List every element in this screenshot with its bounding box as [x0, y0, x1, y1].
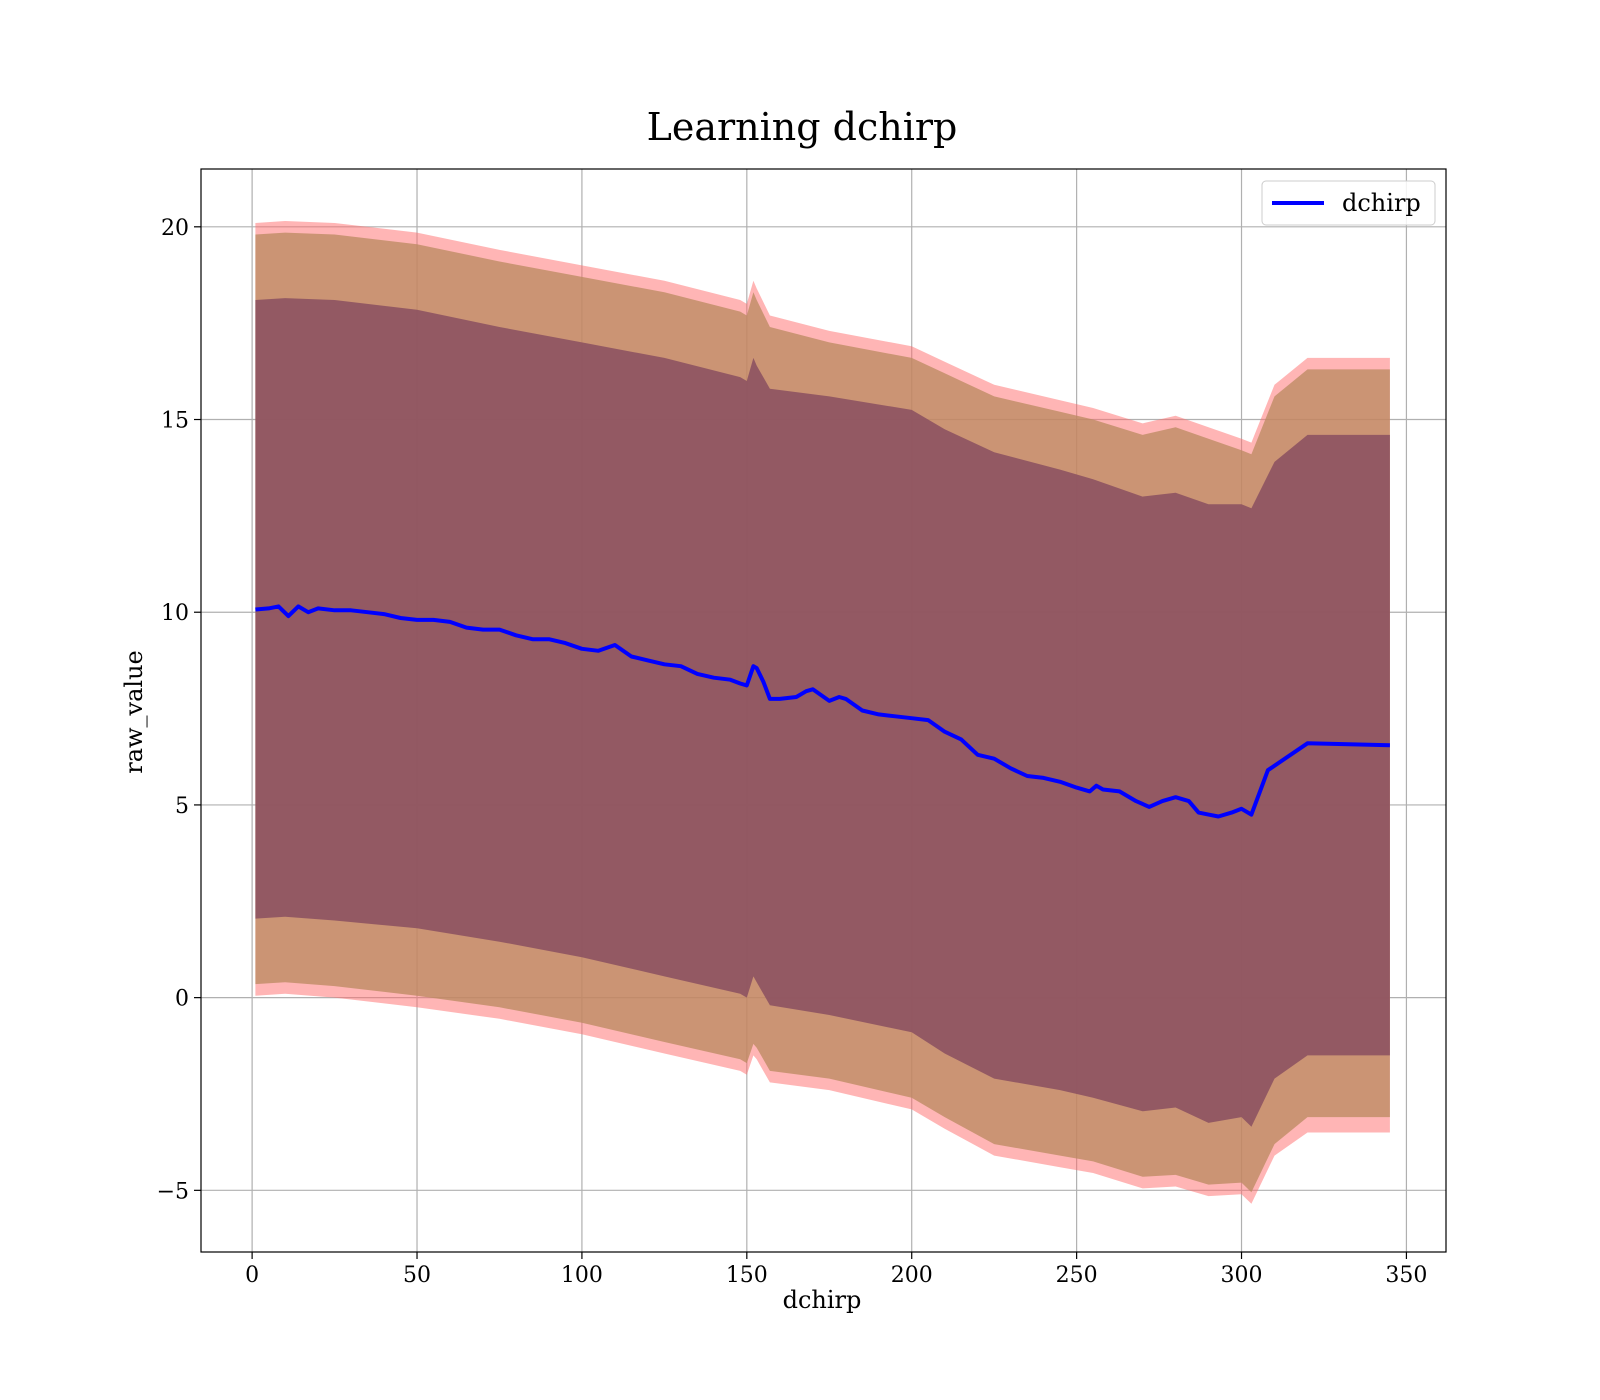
series-line-dchirp	[255, 604, 1390, 819]
chart-title: Learning dchirp	[647, 105, 958, 149]
legend: dchirp	[1261, 180, 1436, 226]
x-tick-label: 100	[561, 1263, 603, 1288]
x-tick-label: 0	[245, 1263, 259, 1288]
y-tick-label: 20	[161, 216, 189, 241]
x-tick-label: 350	[1385, 1263, 1427, 1288]
legend-label-dchirp: dchirp	[1342, 189, 1421, 217]
x-tick-label: 150	[726, 1263, 768, 1288]
y-tick-label: 15	[161, 409, 189, 434]
y-tick-label: 5	[175, 794, 189, 819]
x-tick-label: 300	[1221, 1263, 1263, 1288]
y-axis-label: raw_value	[120, 650, 148, 774]
x-tick-label: 250	[1056, 1263, 1098, 1288]
y-tick-label: 10	[161, 601, 189, 626]
band-inner	[255, 298, 1390, 1127]
plot-area: 0 50 100 150 200 250 300 350 −5 0 5 10 15 20 dchirp	[157, 168, 1447, 1288]
x-axis-label: dchirp	[783, 1286, 862, 1314]
y-tick-label: −5	[157, 1179, 189, 1204]
legend-box	[1261, 180, 1436, 226]
y-tick-label: 0	[175, 987, 189, 1012]
axes-frame	[200, 168, 1447, 1253]
x-tick-label: 50	[403, 1263, 431, 1288]
x-tick-label: 200	[891, 1263, 933, 1288]
